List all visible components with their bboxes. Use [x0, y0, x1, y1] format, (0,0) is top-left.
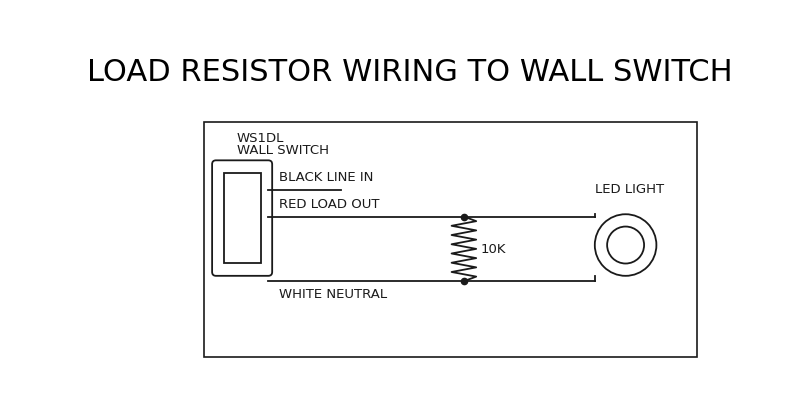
Bar [204, 123, 698, 357]
Text: RED LOAD OUT: RED LOAD OUT [279, 198, 380, 211]
Text: WALL SWITCH: WALL SWITCH [237, 144, 329, 157]
Text: WS1DL: WS1DL [237, 132, 284, 145]
Text: LOAD RESISTOR WIRING TO WALL SWITCH: LOAD RESISTOR WIRING TO WALL SWITCH [87, 57, 733, 86]
Text: LED LIGHT: LED LIGHT [595, 183, 664, 195]
Text: BLACK LINE IN: BLACK LINE IN [279, 170, 374, 183]
Text: 10K: 10K [481, 243, 506, 256]
Text: WHITE NEUTRAL: WHITE NEUTRAL [279, 288, 387, 301]
FancyBboxPatch shape [212, 161, 272, 276]
Bar [224, 174, 261, 263]
